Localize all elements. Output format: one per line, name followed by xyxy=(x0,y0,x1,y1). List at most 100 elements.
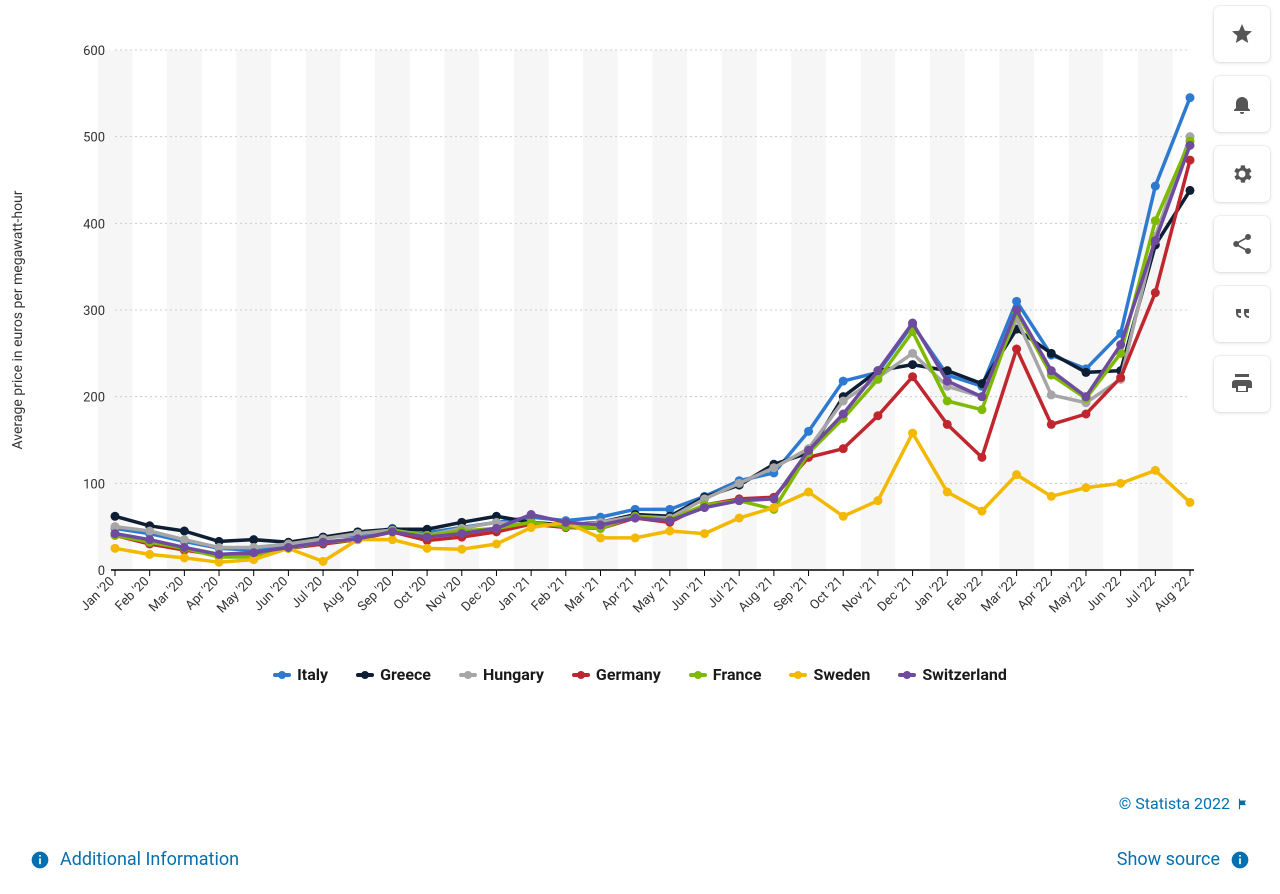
svg-text:Jan '22: Jan '22 xyxy=(910,574,950,614)
legend-label: Switzerland xyxy=(922,665,1007,684)
legend-item[interactable]: Sweden xyxy=(789,665,870,684)
series-marker xyxy=(1081,483,1090,492)
settings-button[interactable] xyxy=(1214,146,1270,202)
series-marker xyxy=(249,548,258,557)
series-marker xyxy=(700,529,709,538)
series-marker xyxy=(145,550,154,559)
series-marker xyxy=(908,349,917,358)
share-icon xyxy=(1230,232,1254,256)
svg-text:Aug '20: Aug '20 xyxy=(320,574,361,615)
svg-text:600: 600 xyxy=(83,44,105,59)
additional-info-button[interactable]: Additional Information xyxy=(30,849,239,870)
legend-item[interactable]: France xyxy=(689,665,762,684)
series-marker xyxy=(977,392,986,401)
series-marker xyxy=(631,533,640,542)
svg-text:May '20: May '20 xyxy=(214,574,256,616)
series-marker xyxy=(1186,186,1195,195)
series-marker xyxy=(1012,306,1021,315)
series-marker xyxy=(1151,216,1160,225)
series-marker xyxy=(596,533,605,542)
legend-label: Greece xyxy=(380,665,431,684)
legend-label: Germany xyxy=(596,665,661,684)
series-marker xyxy=(1047,492,1056,501)
quote-icon xyxy=(1230,302,1254,326)
series-marker xyxy=(873,411,882,420)
series-marker xyxy=(1116,340,1125,349)
svg-text:Jan '20: Jan '20 xyxy=(78,574,118,614)
series-marker xyxy=(908,360,917,369)
series-marker xyxy=(1186,93,1195,102)
series-marker xyxy=(180,527,189,536)
series-marker xyxy=(1047,349,1056,358)
svg-text:400: 400 xyxy=(83,217,105,232)
favorite-button[interactable] xyxy=(1214,6,1270,62)
svg-text:Oct '20: Oct '20 xyxy=(391,574,430,613)
series-marker xyxy=(735,514,744,523)
legend-marker xyxy=(898,669,916,681)
svg-text:Feb '20: Feb '20 xyxy=(113,574,153,614)
legend-marker xyxy=(459,669,477,681)
series-marker xyxy=(145,527,154,536)
svg-text:Dec '21: Dec '21 xyxy=(875,574,916,615)
svg-text:Feb '21: Feb '21 xyxy=(529,574,569,614)
legend-item[interactable]: Switzerland xyxy=(898,665,1007,684)
svg-text:Jun '22: Jun '22 xyxy=(1083,574,1123,614)
series-marker xyxy=(457,529,466,538)
svg-text:Dec '20: Dec '20 xyxy=(459,574,500,615)
legend-item[interactable]: Hungary xyxy=(459,665,544,684)
series-marker xyxy=(319,538,328,547)
series-marker xyxy=(388,535,397,544)
series-marker xyxy=(1186,498,1195,507)
svg-text:Aug '21: Aug '21 xyxy=(736,574,777,615)
bell-icon xyxy=(1230,92,1254,116)
series-marker xyxy=(1012,297,1021,306)
series-marker xyxy=(145,535,154,544)
series-marker xyxy=(1047,366,1056,375)
legend-label: Hungary xyxy=(483,665,544,684)
svg-text:Nov '20: Nov '20 xyxy=(424,574,465,615)
series-marker xyxy=(111,529,120,538)
series-marker xyxy=(839,377,848,386)
series-marker xyxy=(111,544,120,553)
series-marker xyxy=(1081,392,1090,401)
legend-marker xyxy=(789,669,807,681)
legend-item[interactable]: Germany xyxy=(572,665,661,684)
alert-button[interactable] xyxy=(1214,76,1270,132)
svg-text:May '21: May '21 xyxy=(631,574,673,616)
print-button[interactable] xyxy=(1214,356,1270,412)
series-marker xyxy=(804,427,813,436)
series-marker xyxy=(1151,288,1160,297)
series-marker xyxy=(249,535,258,544)
legend-item[interactable]: Italy xyxy=(273,665,328,684)
legend-item[interactable]: Greece xyxy=(356,665,431,684)
series-marker xyxy=(1081,410,1090,419)
x-axis-labels: Jan '20Feb '20Mar '20Apr '20May '20Jun '… xyxy=(78,570,1193,616)
series-marker xyxy=(596,520,605,529)
share-button[interactable] xyxy=(1214,216,1270,272)
info-icon xyxy=(30,850,50,870)
series-marker xyxy=(735,496,744,505)
copyright: © Statista 2022 xyxy=(1119,794,1250,813)
series-marker xyxy=(353,534,362,543)
series-marker xyxy=(1081,368,1090,377)
series-marker xyxy=(977,507,986,516)
series-marker xyxy=(839,512,848,521)
chart-container: 0100200300400500600Jan '20Feb '20Mar '20… xyxy=(0,0,1280,740)
series-marker xyxy=(1151,466,1160,475)
series-marker xyxy=(1012,345,1021,354)
series-marker xyxy=(527,510,536,519)
svg-text:Sep '20: Sep '20 xyxy=(355,574,395,614)
svg-text:Mar '22: Mar '22 xyxy=(978,574,1019,615)
show-source-button[interactable]: Show source xyxy=(1117,849,1250,870)
legend-marker xyxy=(572,669,590,681)
series-marker xyxy=(492,524,501,533)
series-marker xyxy=(215,558,224,567)
citation-button[interactable] xyxy=(1214,286,1270,342)
series-marker xyxy=(839,397,848,406)
legend-label: France xyxy=(713,665,762,684)
show-source-label: Show source xyxy=(1117,849,1220,870)
toolbar xyxy=(1214,6,1272,412)
series-marker xyxy=(631,514,640,523)
series-marker xyxy=(977,453,986,462)
series-marker xyxy=(804,488,813,497)
